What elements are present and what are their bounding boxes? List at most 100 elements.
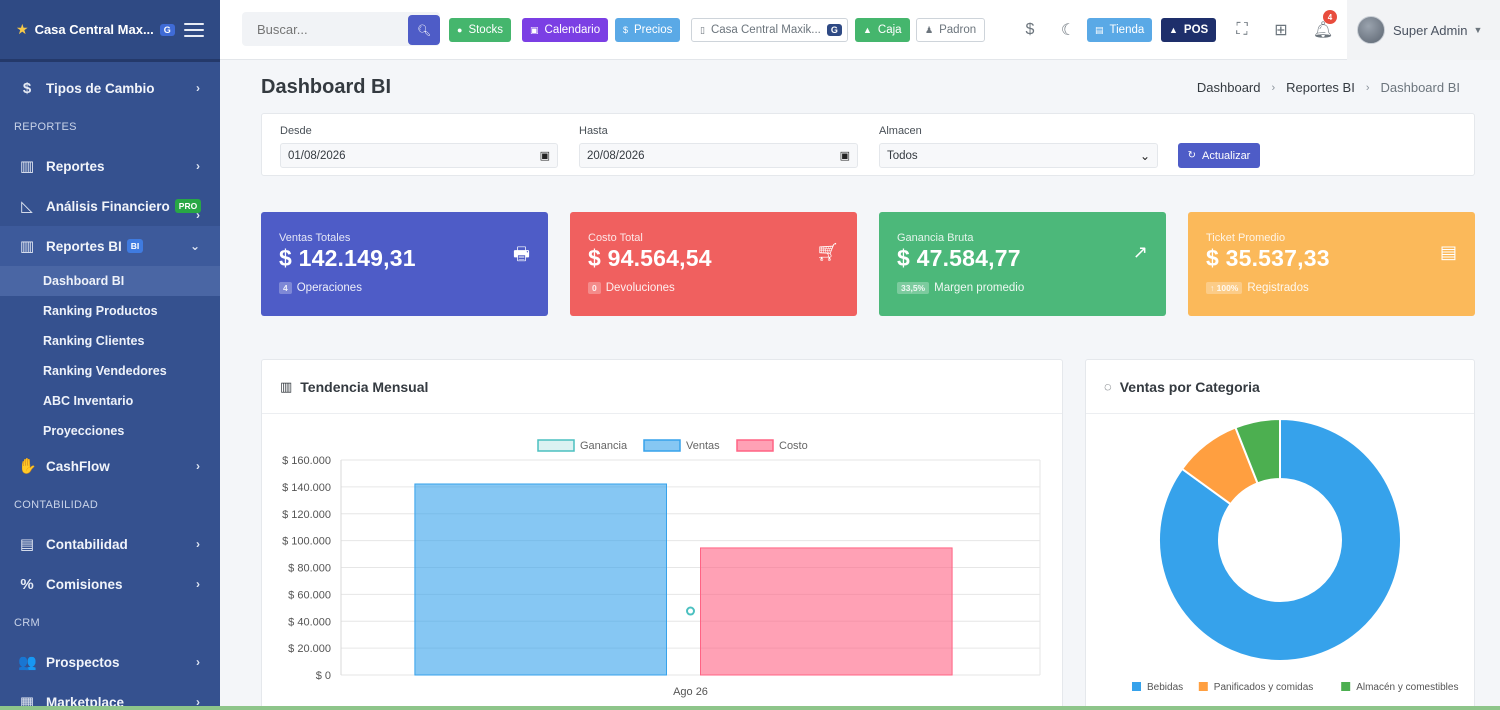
point-ganancia: [686, 606, 695, 616]
padron-button[interactable]: ♟ Padron: [916, 18, 986, 42]
sidebar: ★ Casa Central Max... G $ Tipos de Cambi…: [0, 0, 220, 710]
sidebar-item-tipos-cambio[interactable]: $ Tipos de Cambio ›: [0, 68, 220, 108]
y-tick-label: $ 40.000: [288, 616, 331, 628]
refresh-icon: ↻: [1187, 150, 1197, 161]
section-contabilidad: CONTABILIDAD: [14, 499, 99, 511]
categoria-chart: Bebidas Panificados y comidas Almacén y co…: [1132, 417, 1458, 693]
categoria-card: ◌ Ventas por Categoria Bebidas Panificado…: [1085, 359, 1475, 710]
book-icon: ▤: [19, 536, 35, 553]
slice-0: [1158, 417, 1402, 662]
desde-date-input[interactable]: 01/08/2026 ▣: [280, 143, 558, 168]
apps-grid-icon[interactable]: ⊞: [1274, 22, 1288, 39]
pos-icon: ▲: [1169, 25, 1178, 35]
calendar-icon[interactable]: ▣: [539, 150, 550, 162]
stocks-button[interactable]: ● Stocks: [449, 18, 511, 42]
bell-icon[interactable]: 🔔︎: [1312, 22, 1334, 39]
chevron-right-icon: ›: [196, 208, 200, 222]
almacen-select[interactable]: Todos ⌄: [879, 143, 1158, 168]
actualizar-button[interactable]: ↻ Actualizar: [1178, 143, 1260, 168]
stat-badge: 33,5%: [897, 282, 930, 294]
chevron-right-icon: ›: [1271, 81, 1276, 94]
pos-button[interactable]: ▲ POS: [1161, 18, 1217, 42]
tienda-button[interactable]: ▤ Tienda: [1087, 18, 1153, 42]
y-tick-label: $ 20.000: [288, 643, 331, 655]
tendencia-card: ▥ Tendencia Mensual $ 0 $ 20.000 $ 40.000 $…: [261, 359, 1063, 710]
calendar-icon: ▣: [530, 24, 539, 35]
stat-value: $ 35.537,33: [1206, 245, 1330, 271]
donut-chart-icon: ◌: [1104, 379, 1112, 394]
bar-chart-icon: ▥: [280, 378, 293, 394]
sidebar-item-analisis-financiero[interactable]: ◺ Análisis Financiero PRO ›: [0, 186, 220, 226]
stat-sub-label: Devoluciones: [605, 282, 675, 294]
sidebar-item-cashflow[interactable]: ✋ CashFlow ›: [0, 446, 220, 486]
sidebar-subitem-proyecciones[interactable]: Proyecciones: [43, 424, 125, 438]
stat-label: Ticket Promedio: [1206, 232, 1286, 244]
hasta-date-input[interactable]: 20/08/2026 ▣: [579, 143, 858, 168]
legend-label: Almacén y comestibles: [1356, 682, 1458, 693]
stat-sub-label: Registrados: [1247, 282, 1309, 294]
stat-value: $ 47.584,77: [897, 245, 1021, 271]
brand-name[interactable]: Casa Central Max...: [34, 22, 154, 37]
stat-label: Ventas Totales: [279, 232, 351, 244]
sidebar-item-label: Reportes: [46, 158, 105, 174]
sidebar-subitem-dashboard-bi[interactable]: Dashboard BI: [0, 266, 220, 296]
almacen-label: Almacen: [879, 125, 922, 137]
stocks-label: Stocks: [468, 24, 503, 36]
y-tick-label: $ 60.000: [288, 589, 331, 601]
users-icon: 👥: [18, 654, 37, 671]
chevron-right-icon: ›: [196, 537, 200, 551]
hamburger-icon[interactable]: [184, 22, 204, 37]
legend-swatch: [1198, 682, 1208, 691]
calendar-icon[interactable]: ▣: [839, 150, 850, 162]
legend-label: Costo: [779, 440, 808, 452]
search-input[interactable]: [242, 12, 392, 46]
stat-badge: 0: [588, 282, 601, 294]
sucursal-button[interactable]: ▯ Casa Central Maxik... G: [691, 18, 848, 42]
bar-chart-icon: ▥: [19, 158, 35, 175]
precios-button[interactable]: $ Precios: [615, 18, 681, 42]
caja-button[interactable]: ▲ Caja: [855, 18, 910, 42]
pro-badge: PRO: [174, 199, 202, 213]
moon-icon[interactable]: ☾: [1060, 22, 1076, 39]
sidebar-subitem-ranking-clientes[interactable]: Ranking Clientes: [43, 334, 145, 348]
bi-badge: BI: [126, 239, 144, 253]
sidebar-item-reportes[interactable]: ▥ Reportes ›: [0, 146, 220, 186]
hasta-label: Hasta: [579, 125, 608, 137]
user-menu[interactable]: Super Admin ▼: [1347, 0, 1500, 60]
sucursal-label: Casa Central Maxik...: [710, 24, 821, 36]
topbar: 🔍︎ ● Stocks ▣ Calendario $ Precios ▯ Casa Ce…: [220, 0, 1500, 60]
star-icon: ★: [16, 21, 29, 37]
tendencia-title: Tendencia Mensual: [300, 378, 429, 395]
dollar-icon: $: [623, 25, 629, 35]
sidebar-item-comisiones[interactable]: % Comisiones ›: [0, 564, 220, 604]
stat-sub: 33,5% Margen promedio: [897, 282, 1024, 294]
sidebar-brand: ★ Casa Central Max... G: [0, 0, 220, 62]
section-reportes: REPORTES: [14, 121, 77, 133]
breadcrumb-reportes-bi[interactable]: Reportes BI: [1286, 80, 1355, 95]
sidebar-item-contabilidad[interactable]: ▤ Contabilidad ›: [0, 524, 220, 564]
sidebar-subitem-abc-inventario[interactable]: ABC Inventario: [43, 394, 134, 408]
dollar-icon: $: [22, 79, 32, 97]
bar-costo: [700, 547, 953, 676]
stat-badge: ↑ 100%: [1206, 282, 1243, 294]
sidebar-item-label: Contabilidad: [46, 536, 128, 552]
sidebar-subitem-ranking-productos[interactable]: Ranking Productos: [43, 304, 158, 318]
cube-icon: ●: [457, 25, 463, 35]
breadcrumb-dashboard[interactable]: Dashboard: [1196, 80, 1261, 95]
bar-ventas: [414, 483, 667, 676]
caja-label: Caja: [877, 24, 902, 36]
search-button[interactable]: 🔍︎: [408, 15, 440, 45]
fullscreen-icon[interactable]: ⛶: [1236, 21, 1248, 38]
legend-label: Ganancia: [580, 440, 628, 452]
area-chart-icon: ◺: [21, 198, 33, 215]
sidebar-item-reportes-bi[interactable]: ▥ Reportes BI BI ⌄: [0, 226, 220, 266]
chevron-right-icon: ›: [196, 577, 200, 591]
sidebar-item-prospectos[interactable]: 👥 Prospectos ›: [0, 642, 220, 682]
sidebar-item-label: Prospectos: [46, 654, 120, 670]
currency-icon[interactable]: $: [1025, 21, 1035, 38]
breadcrumb: Dashboard › Reportes BI › Dashboard BI: [1197, 80, 1460, 95]
sidebar-subitem-ranking-vendedores[interactable]: Ranking Vendedores: [43, 364, 167, 378]
calendario-button[interactable]: ▣ Calendario: [522, 18, 609, 42]
actualizar-label: Actualizar: [1202, 149, 1251, 162]
shop-icon: ▤: [1095, 24, 1104, 35]
